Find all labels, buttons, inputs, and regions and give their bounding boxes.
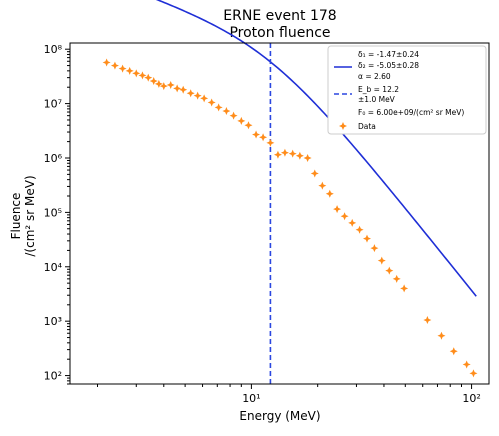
legend-data-label: Data [358,122,376,131]
fit-line [155,0,477,297]
data-point [370,244,379,253]
data-point [280,148,289,157]
data-point [229,111,238,120]
data-point [259,133,268,142]
data-point [325,189,334,198]
legend-fit-line3: α = 2.60 [358,72,391,81]
data-point [318,181,327,190]
data-point [362,234,371,243]
legend-break-line1: E_b = 12.2 [358,85,399,94]
data-point [193,91,202,100]
data-point [437,331,446,340]
data-point [310,169,319,178]
data-point [449,347,458,356]
data-point [392,274,401,283]
y-axis-label-line1: Fluence [9,193,23,240]
x-tick-label: 10² [462,392,480,405]
data-point [244,121,253,130]
legend-fit-line2: δ₂ = -5.05±0.28 [358,61,419,70]
chart-title: ERNE event 178 [223,8,336,24]
data-point [273,150,282,159]
data-point [385,266,394,275]
y-axis-label-line2: /(cm² sr MeV) [23,175,37,256]
legend-data-marker [339,122,347,130]
data-point [303,153,312,162]
data-point [469,369,478,378]
y-tick-label: 10⁵ [44,206,62,219]
y-tick-label: 10⁴ [44,261,63,274]
data-point [214,103,223,112]
data-point [138,71,147,80]
plot-content: 10¹ 10² 10² 10³ 10⁴ 10⁵ 10⁶ 10⁷ 10⁸ [44,0,481,405]
data-point [118,64,127,73]
y-tick-label: 10⁷ [44,98,62,111]
y-tick-label: 10³ [44,315,62,328]
data-point [377,256,386,265]
data-point [333,205,342,214]
plot-frame [69,42,490,385]
data-point [154,79,163,88]
data-point [166,80,175,89]
y-axis-label-group: Fluence /(cm² sr MeV) [9,175,37,256]
data-point [237,116,246,125]
data-point [355,225,364,234]
y-tick-label: 10² [44,370,62,383]
data-point [159,82,168,91]
data-point [173,84,182,93]
legend-fit-line1: δ₁ = -1.47±0.24 [358,50,419,59]
data-point [340,212,349,221]
x-axis-label: Energy (MeV) [239,409,320,423]
data-point [288,149,297,158]
data-point [149,77,158,86]
legend: δ₁ = -1.47±0.24 δ₂ = -5.05±0.28 α = 2.60… [327,45,487,135]
data-point [186,89,195,98]
data-point [266,138,275,147]
data-point [252,130,261,139]
data-point [132,69,141,78]
data-point [222,107,231,116]
legend-box [327,45,487,135]
data-point [423,316,432,325]
chart-subtitle: Proton fluence [229,25,330,41]
x-tick-label: 10¹ [242,392,260,405]
data-point [348,218,357,227]
y-tick-label: 10⁶ [44,152,63,165]
data-point [400,284,409,293]
legend-break-line2: ±1.0 MeV [358,95,396,104]
data-point [110,61,119,70]
data-point [125,66,134,75]
data-point [295,151,304,160]
legend-f0-line: F₀ = 6.00e+09/(cm² sr MeV) [358,108,464,117]
data-point [102,58,111,67]
y-tick-label: 10⁸ [44,43,63,56]
data-point [179,85,188,94]
data-point [144,73,153,82]
data-point [207,98,216,107]
data-point [462,360,471,369]
data-point [200,94,209,103]
